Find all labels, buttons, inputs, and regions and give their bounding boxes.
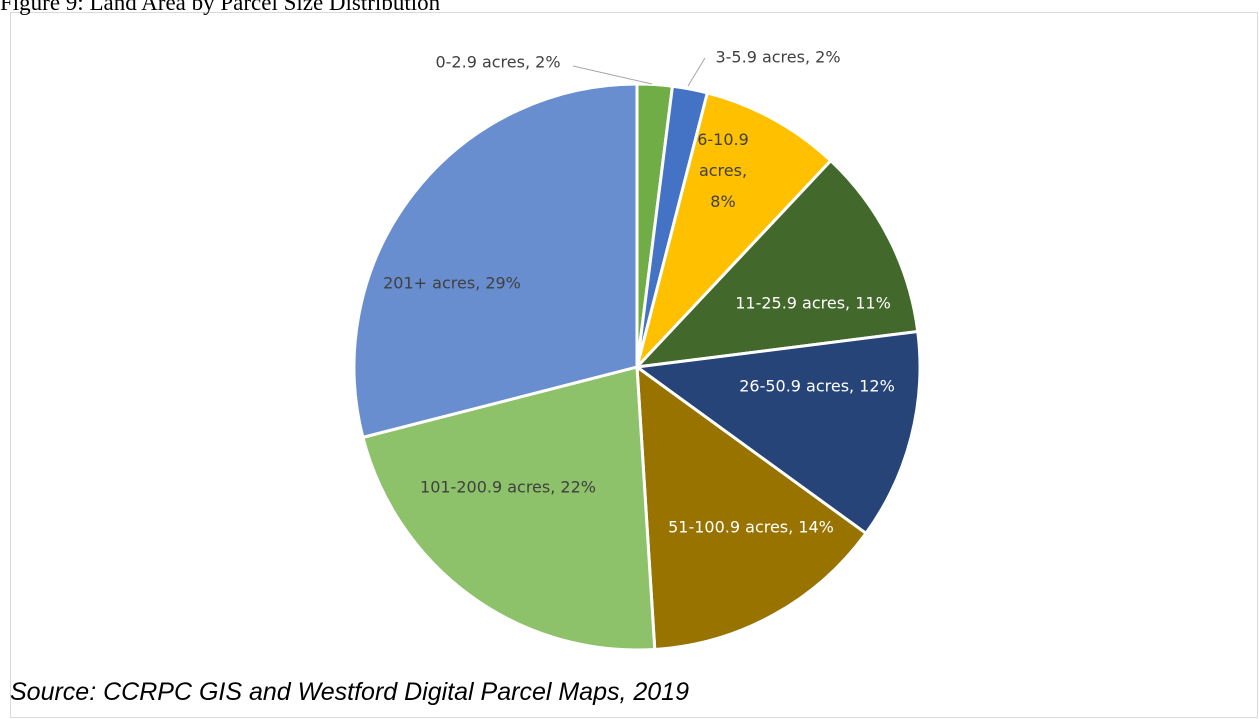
data-label: 0-2.9 acres, 2% xyxy=(435,53,560,72)
data-label: 3-5.9 acres, 2% xyxy=(715,48,840,67)
pie-slice: 6-10.9 acres xyxy=(635,91,833,369)
leader-line xyxy=(572,65,653,85)
data-label: 101-200.9 acres, 22% xyxy=(420,478,596,497)
data-label: 201+ acres, 29% xyxy=(383,274,521,293)
pie-slice: 26-50.9 acres xyxy=(633,329,922,536)
data-label: 6-10.9 acres, 8% xyxy=(697,130,749,211)
data-label: 26-50.9 acres, 12% xyxy=(739,377,895,396)
pie-slice: 201+ acres xyxy=(352,82,639,440)
pie-slice: 11-25.9 acres xyxy=(633,158,920,370)
pie-slice: 101-200.9 acres xyxy=(361,365,657,652)
chart-title: Figure 9: Land Area by Parcel Size Distr… xyxy=(0,0,441,15)
pie-slice: 51-100.9 acres xyxy=(635,363,869,652)
source-note: Source: CCRPC GIS and Westford Digital P… xyxy=(10,678,689,706)
data-label: 11-25.9 acres, 11% xyxy=(735,294,891,313)
data-label: 51-100.9 acres, 14% xyxy=(668,518,834,537)
leader-line xyxy=(687,57,706,87)
